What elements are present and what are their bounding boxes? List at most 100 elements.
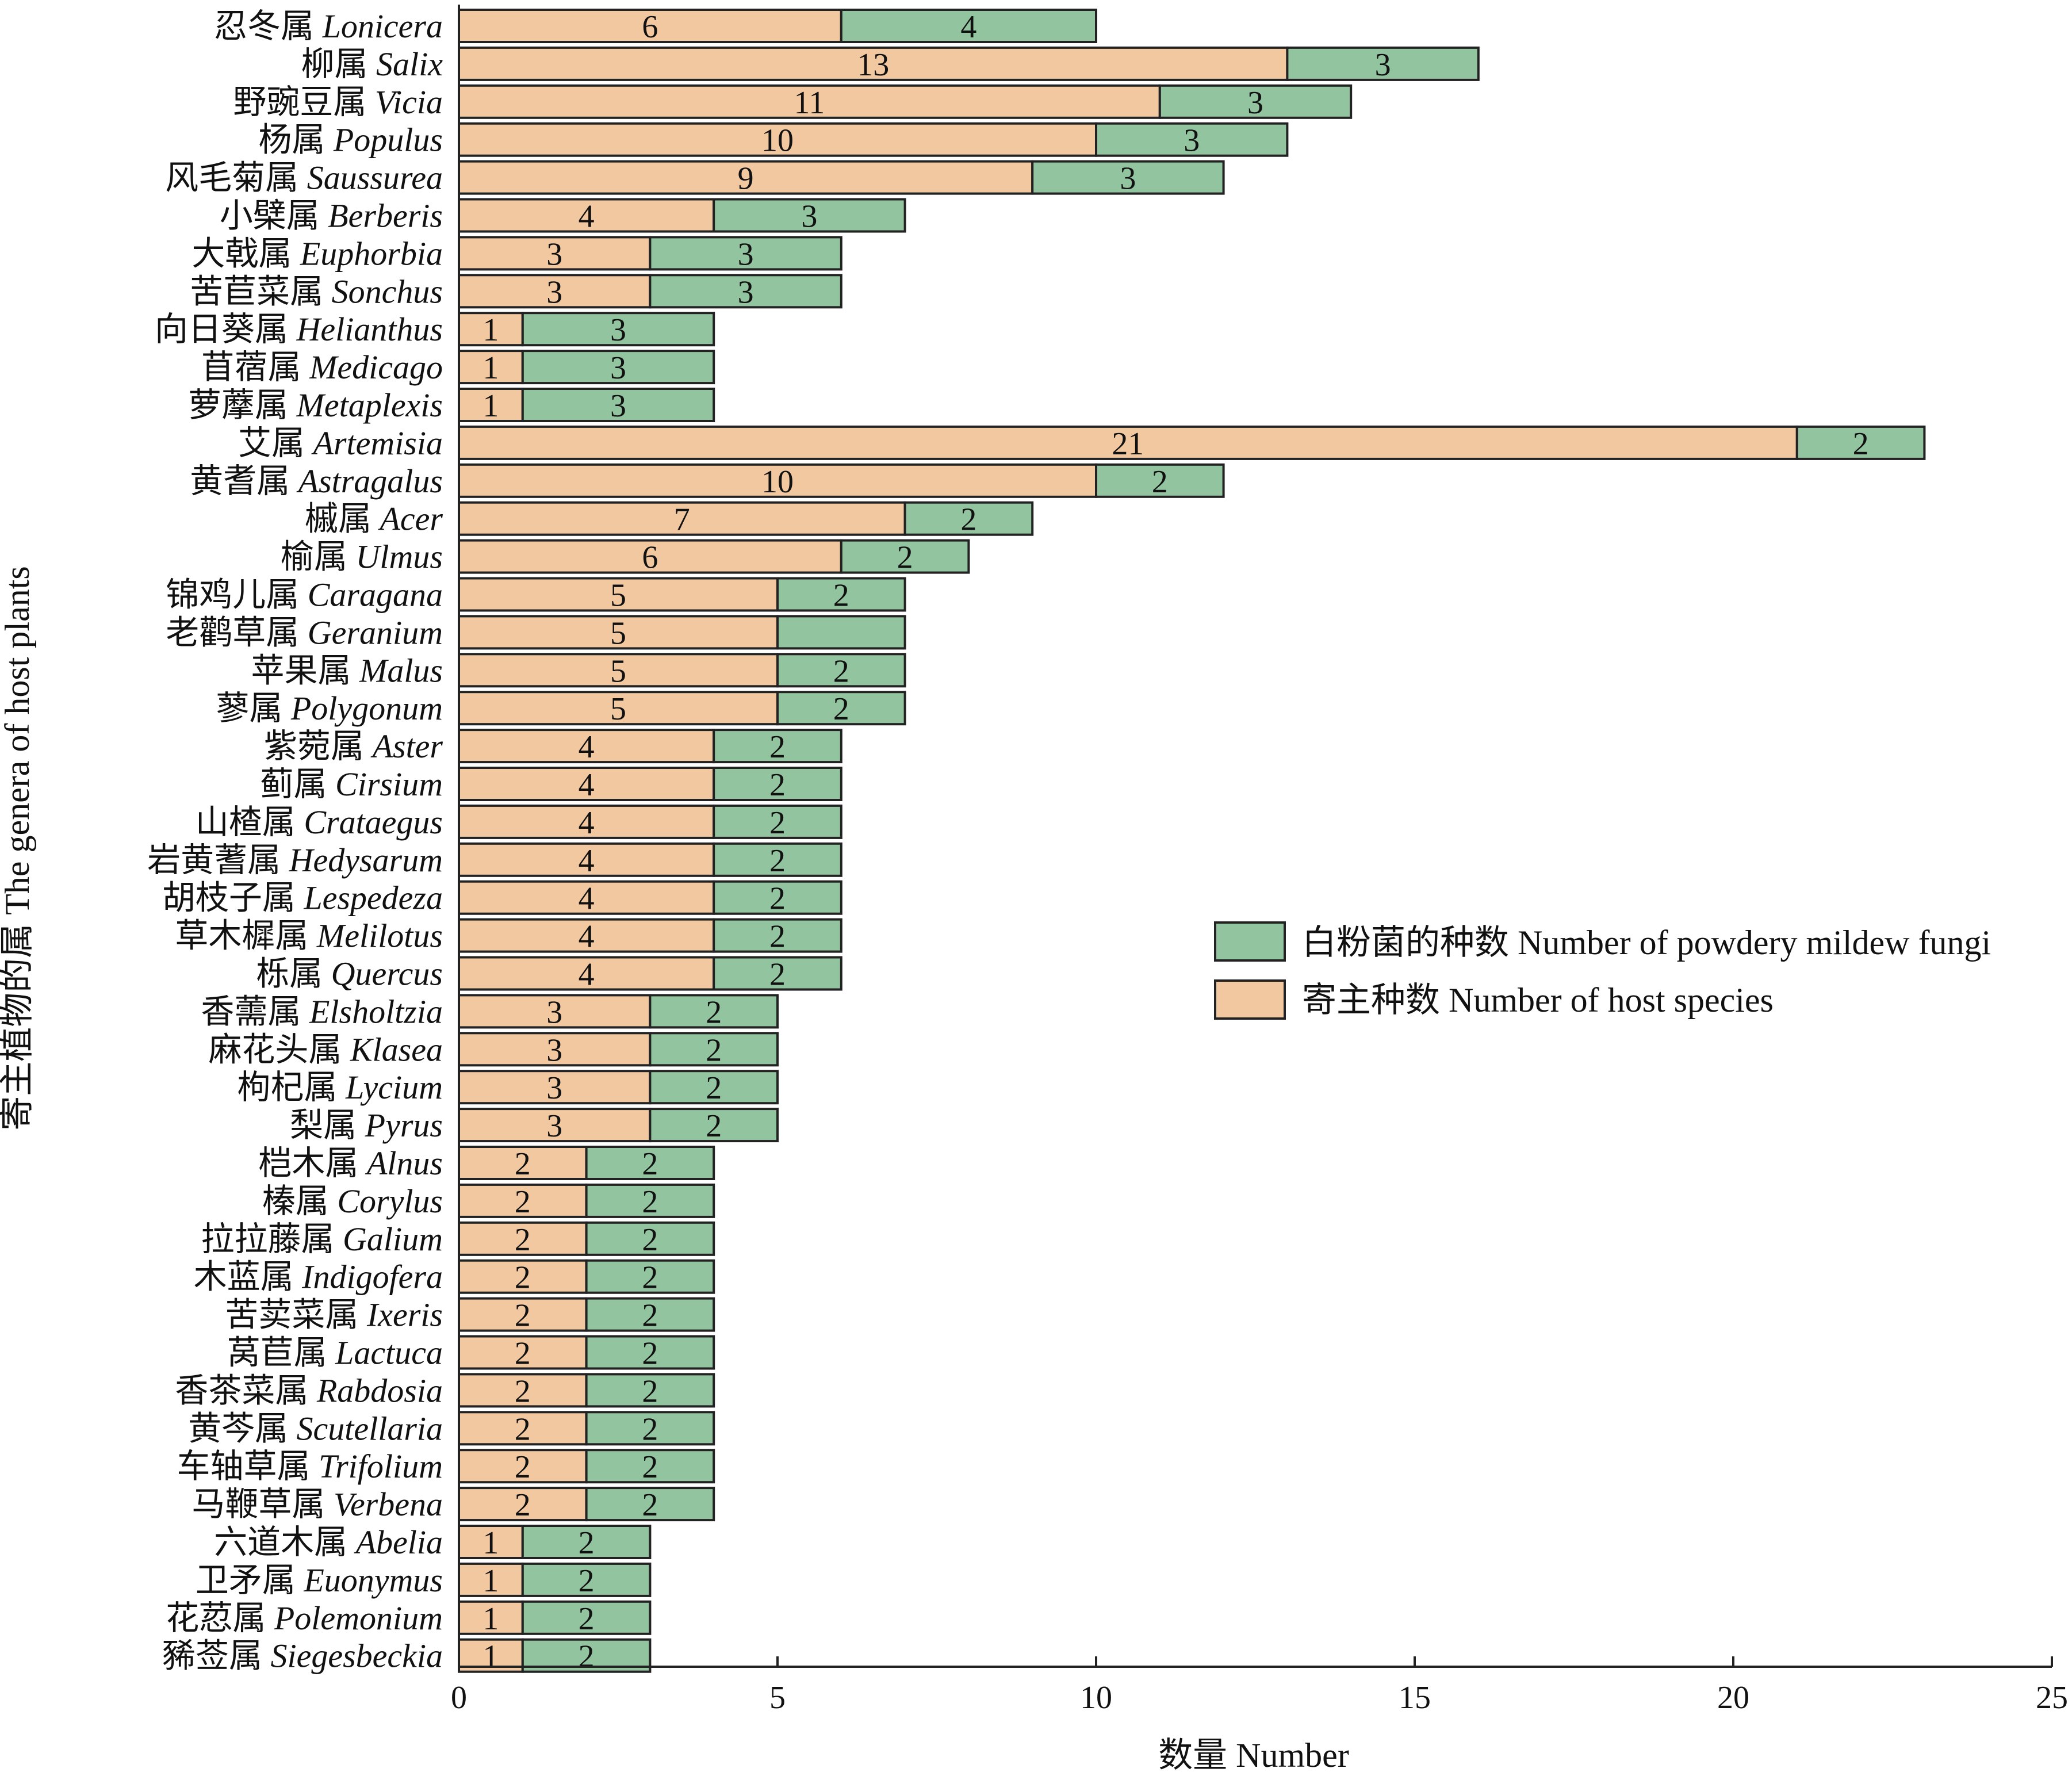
category-label: 萝藦属 Metaplexis	[188, 386, 443, 424]
category-label-cn: 车轴草属	[177, 1448, 319, 1485]
category-label-latin: Sonchus	[332, 273, 443, 310]
category-label-latin: Indigofera	[301, 1258, 443, 1296]
x-axis: 0 5 10 15 20 25	[451, 5, 2068, 1716]
category-label-latin: Medicago	[309, 349, 443, 386]
bar-fungi	[521, 388, 715, 422]
bar-host-species	[458, 804, 715, 839]
data-label-fungi: 2	[579, 1639, 595, 1675]
category-label: 艾属 Artemisia	[238, 424, 443, 462]
data-label-fungi: 2	[579, 1601, 595, 1637]
bar-fungi	[521, 1525, 652, 1559]
bar-host-species	[458, 1146, 588, 1180]
category-label-latin: Pyrus	[365, 1107, 443, 1144]
data-label-fungi: 2	[833, 653, 849, 689]
category-label: 六道木属 Abelia	[214, 1524, 443, 1561]
category-label: 榆属 Ulmus	[281, 538, 443, 576]
category-label-latin: Lycium	[345, 1069, 443, 1106]
legend-swatch-hosts	[1214, 979, 1286, 1020]
category-label: 木蓝属 Indigofera	[194, 1258, 443, 1296]
data-label-fungi: 2	[642, 1184, 658, 1220]
category-label-latin: Rabdosia	[316, 1372, 443, 1409]
data-label-host-species: 4	[579, 957, 595, 993]
bar-host-species	[458, 1297, 588, 1332]
bar-fungi	[649, 274, 842, 309]
bar-fungi	[1158, 84, 1353, 119]
data-label-host-species: 3	[546, 994, 562, 1030]
data-label-fungi: 2	[769, 805, 786, 841]
category-label-cn: 岩黄蓍属	[147, 841, 289, 879]
data-label-host-species: 4	[579, 881, 595, 917]
data-label-host-species: 9	[738, 161, 754, 197]
category-label: 拉拉藤属 Galium	[201, 1220, 443, 1258]
data-label-host-species: 2	[515, 1146, 531, 1182]
bar-fungi	[585, 1146, 715, 1180]
data-label-host-species: 2	[515, 1373, 531, 1409]
data-label-fungi: 2	[769, 843, 786, 879]
bar-fungi	[713, 198, 906, 233]
category-label-latin: Polemonium	[274, 1599, 443, 1637]
category-label-latin: Abelia	[354, 1524, 443, 1561]
legend: 白粉菌的种数 Number of powdery mildew fungi 寄主…	[1214, 921, 1991, 1020]
bar-host-species	[458, 577, 779, 612]
bar-fungi	[521, 1562, 652, 1597]
category-label-cn: 香薷属	[201, 993, 309, 1030]
data-label-fungi: 2	[769, 919, 786, 955]
data-label-host-species: 2	[515, 1449, 531, 1485]
data-label-fungi: 2	[1853, 426, 1869, 462]
bar-fungi	[585, 1411, 715, 1446]
data-label-fungi: 2	[706, 994, 722, 1030]
bar-host-species	[458, 539, 842, 574]
legend-label-hosts: 寄主种数 Number of host species	[1302, 981, 1774, 1019]
category-label-latin: Galium	[343, 1220, 443, 1258]
bar-fungi	[1286, 46, 1480, 81]
category-label-cn: 蓟属	[261, 765, 336, 803]
category-label: 苜蓿属 Medicago	[201, 349, 443, 386]
bar-fungi	[649, 1032, 779, 1067]
category-label-latin: Verbena	[334, 1486, 443, 1523]
category-label-latin: Vicia	[375, 83, 443, 121]
category-label-latin: Lespedeza	[303, 879, 443, 917]
category-label: 莴苣属 Lactuca	[227, 1334, 443, 1372]
data-label-host-species: 2	[515, 1298, 531, 1334]
category-label-cn: 胡枝子属	[162, 879, 304, 917]
bar-host-species	[458, 1221, 588, 1256]
category-label-cn: 苹果属	[251, 652, 359, 689]
bar-fungi	[585, 1259, 715, 1294]
category-label-cn: 山楂属	[196, 803, 304, 841]
data-label-host-species: 3	[546, 1108, 562, 1144]
category-label-latin: Artemisia	[311, 424, 443, 462]
category-label: 岩黄蓍属 Hedysarum	[147, 841, 443, 879]
category-label-cn: 豨莶属	[162, 1637, 271, 1675]
data-label-host-species: 3	[546, 274, 562, 310]
category-label-latin: Crataegus	[304, 803, 443, 841]
data-label-fungi: 2	[833, 578, 849, 614]
category-label: 蓟属 Cirsium	[261, 765, 443, 803]
category-label-cn: 紫菀属	[264, 728, 373, 765]
bar-fungi	[776, 577, 906, 612]
category-label-cn: 六道木属	[214, 1524, 356, 1561]
category-label-cn: 大戟属	[192, 235, 300, 272]
category-label-cn: 苦荬菜属	[225, 1296, 367, 1334]
bar-host-species	[458, 463, 1097, 498]
bar-fungi	[649, 236, 842, 271]
bar-fungi	[713, 842, 842, 877]
category-label: 忍冬属 Lonicera	[214, 7, 443, 45]
category-label: 梨属 Pyrus	[290, 1107, 443, 1144]
bar-fungi	[1095, 463, 1225, 498]
category-label: 老鹳草属 Geranium	[166, 614, 443, 651]
category-label: 向日葵属 Helianthus	[155, 311, 443, 348]
category-label-latin: Euonymus	[303, 1561, 443, 1599]
category-label-cn: 栎属	[256, 955, 331, 993]
bar-fungi	[585, 1449, 715, 1484]
bar-host-species	[458, 918, 715, 953]
category-label: 紫菀属 Aster	[264, 728, 443, 765]
data-label-fungi: 2	[642, 1298, 658, 1334]
category-label: 黄芩属 Scutellaria	[188, 1410, 443, 1447]
category-label-cn: 蓼属	[216, 690, 291, 727]
category-label-cn: 麻花头属	[208, 1031, 350, 1068]
category-label-latin: Aster	[370, 728, 443, 765]
x-tick-label: 10	[1080, 1680, 1112, 1716]
category-label: 小檗属 Berberis	[220, 197, 443, 235]
data-label-host-species: 11	[794, 85, 825, 121]
